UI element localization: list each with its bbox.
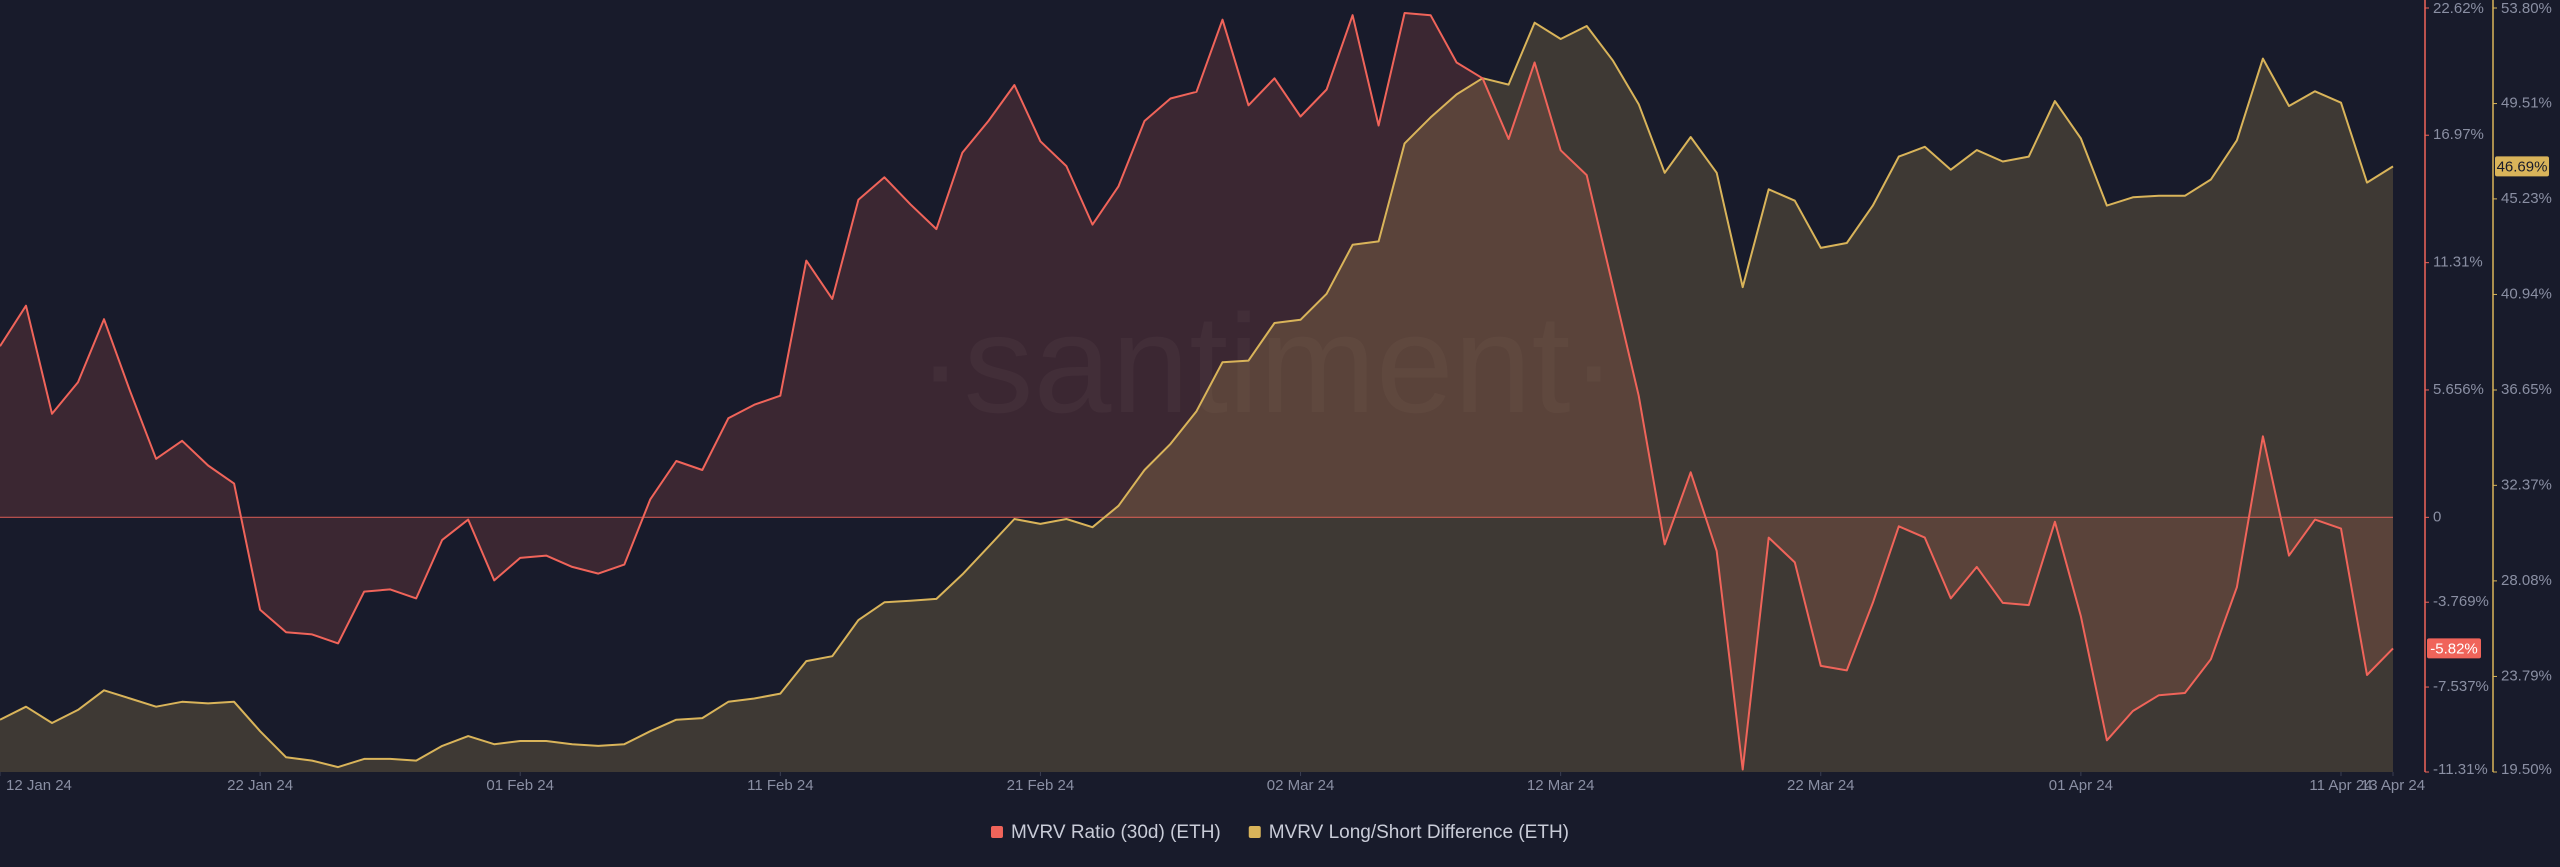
legend-swatch: [1248, 826, 1261, 838]
y-tick-label: 11.31%: [2433, 254, 2483, 271]
x-tick-label: 21 Feb 24: [1007, 777, 1075, 794]
legend: MVRV Ratio (30d) (ETH) MVRV Long/Short Di…: [990, 822, 1569, 843]
y2-tick-label: 36.65%: [2501, 381, 2552, 398]
x-tick-label: 13 Apr 24: [2361, 777, 2425, 794]
y2-tick-label: 45.23%: [2501, 190, 2552, 207]
y-tick-label: 22.62%: [2433, 0, 2484, 17]
current-label: -5.82%: [2430, 640, 2478, 657]
y2-tick-label: 23.79%: [2501, 667, 2552, 684]
x-tick-label: 11 Feb 24: [747, 777, 813, 794]
x-tick-label: 12 Mar 24: [1527, 777, 1595, 794]
current-badge: [2495, 156, 2549, 177]
y-tick-label: 5.656%: [2433, 381, 2484, 398]
y2-tick-label: 19.50%: [2501, 761, 2552, 778]
legend-label: MVRV Long/Short Difference (ETH): [1269, 822, 1569, 843]
series-line: [0, 21, 2394, 769]
x-tick-label: 11 Apr 24: [2309, 777, 2372, 794]
y-tick-label: 16.97%: [2433, 126, 2484, 143]
x-tick-label: 02 Mar 24: [1267, 777, 1335, 794]
legend-label: MVRV Ratio (30d) (ETH): [1011, 822, 1221, 843]
x-tick-label: 22 Jan 24: [227, 777, 293, 794]
x-tick-label: 12 Jan 24: [6, 777, 72, 794]
y-tick-label: 0: [2433, 508, 2441, 525]
x-tick-label: 01 Apr 24: [2049, 777, 2113, 794]
y-tick-label: -3.769%: [2433, 593, 2489, 610]
y2-tick-label: 40.94%: [2501, 285, 2552, 302]
current-label: 46.69%: [2497, 158, 2548, 175]
current-badge: [2427, 638, 2481, 659]
series-area: [0, 22, 2393, 772]
y2-tick-label: 49.51%: [2501, 95, 2552, 112]
y2-tick-label: 32.37%: [2501, 476, 2552, 493]
legend-swatch: [990, 826, 1003, 838]
x-tick-label: 01 Feb 24: [486, 777, 554, 794]
x-tick-label: 22 Mar 24: [1787, 777, 1855, 794]
y-tick-label: -7.537%: [2433, 678, 2489, 695]
y2-tick-label: 28.08%: [2501, 572, 2552, 589]
series-area: [0, 13, 2393, 770]
series-line: [0, 12, 2394, 771]
y2-tick-label: 53.80%: [2501, 0, 2552, 17]
y-tick-label: -11.31%: [2433, 761, 2488, 778]
